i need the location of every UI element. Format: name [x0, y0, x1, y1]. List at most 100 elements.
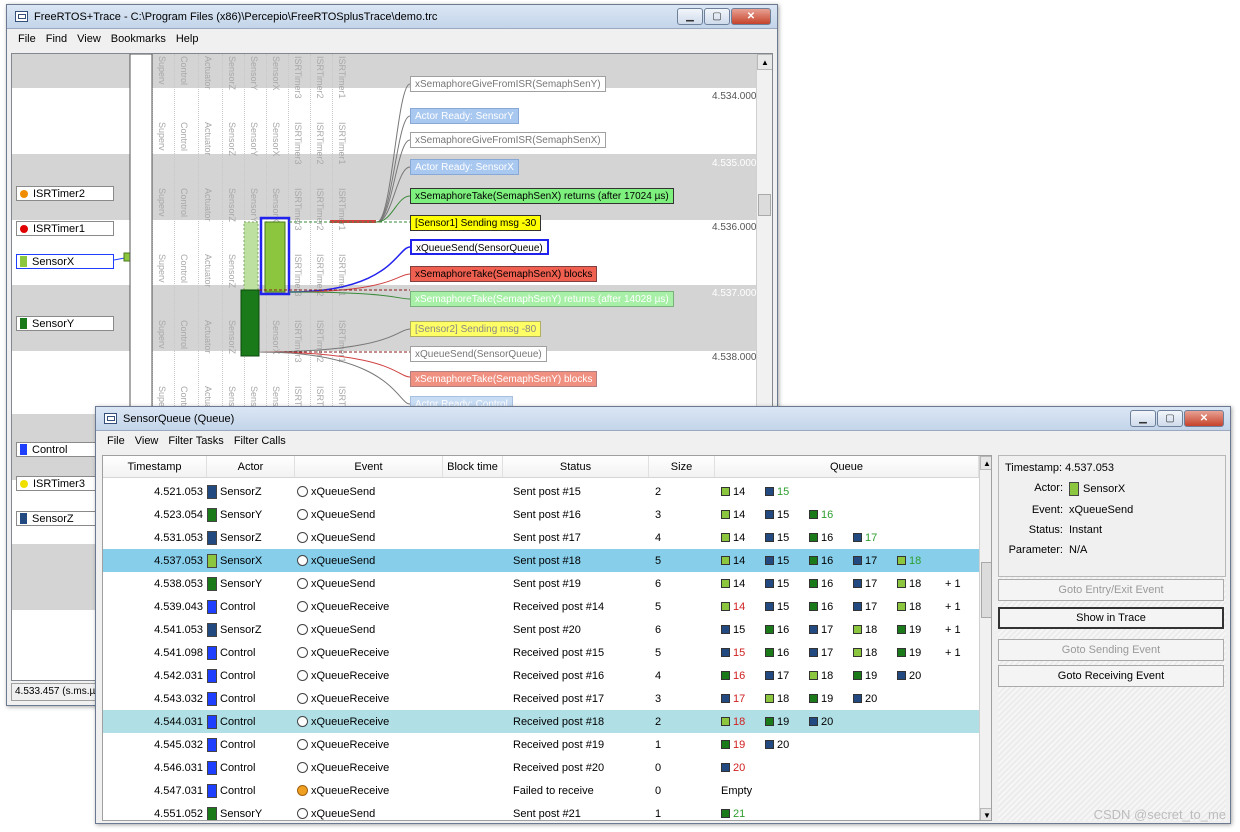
cell-actor: Control [207, 783, 295, 798]
actor-label-isrtimer1[interactable]: ISRTimer1 [16, 221, 114, 236]
goto-sending-event-button[interactable]: Goto Sending Event [998, 639, 1224, 661]
table-row[interactable]: 4.521.053 SensorZ xQueueSend Sent post #15 2… [103, 480, 979, 503]
table-row[interactable]: 4.542.031 Control xQueueReceive Received po… [103, 664, 979, 687]
column-header-event[interactable]: Event [295, 456, 443, 477]
cell-timestamp: 4.537.053 [154, 554, 203, 567]
table-vertical-scrollbar[interactable]: ▲ ▼ [979, 456, 991, 820]
scroll-thumb[interactable] [758, 194, 771, 216]
actor-swatch-icon [207, 576, 217, 591]
cell-actor: Control [207, 668, 295, 683]
lane-name: Superv [157, 122, 167, 151]
table-row[interactable]: 4.551.052 SensorY xQueueSend Sent post #21 1… [103, 802, 979, 820]
scroll-up-icon[interactable]: ▲ [757, 54, 772, 70]
trace-event-label[interactable]: xQueueSend(SensorQueue) [410, 239, 549, 255]
maximize-button[interactable]: ▢ [704, 8, 730, 25]
trace-event-label[interactable]: [Sensor2] Sending msg -80 [410, 321, 542, 337]
queue-titlebar[interactable]: SensorQueue (Queue) ▁ ▢ ✕ [96, 407, 1230, 431]
queue-item-swatch-icon [809, 556, 818, 565]
maximize-button[interactable]: ▢ [1157, 410, 1183, 427]
scroll-thumb[interactable] [981, 562, 991, 618]
queue-item: 18 [765, 693, 809, 705]
menu-filter-tasks[interactable]: Filter Tasks [168, 435, 224, 447]
table-row[interactable]: 4.544.031 Control xQueueReceive Received po… [103, 710, 979, 733]
trace-event-label[interactable]: xSemaphoreGiveFromISR(SemaphSenY) [410, 76, 606, 92]
menu-view[interactable]: View [77, 33, 101, 45]
actor-label-isrtimer2[interactable]: ISRTimer2 [16, 186, 114, 201]
queue-item: 16 [809, 555, 853, 567]
queue-item-number: 15 [733, 623, 746, 636]
column-header-block-time[interactable]: Block time [443, 456, 503, 477]
menu-bookmarks[interactable]: Bookmarks [110, 33, 166, 45]
cell-actor-text: Control [220, 715, 256, 728]
trace-event-label[interactable]: xSemaphoreTake(SemaphSenY) blocks [410, 371, 598, 387]
table-row[interactable]: 4.543.032 Control xQueueReceive Received po… [103, 687, 979, 710]
minimize-button[interactable]: ▁ [1130, 410, 1156, 427]
queue-item-number: 17 [733, 692, 746, 705]
trace-event-label[interactable]: xSemaphoreTake(SemaphSenX) returns (afte… [410, 188, 674, 204]
actor-label-sensorx[interactable]: SensorX [16, 254, 114, 269]
menu-help[interactable]: Help [175, 33, 199, 45]
column-header-timestamp[interactable]: Timestamp [103, 456, 207, 477]
cell-timestamp: 4.539.043 [154, 600, 203, 613]
column-header-actor[interactable]: Actor [207, 456, 295, 477]
minimize-button[interactable]: ▁ [677, 8, 703, 25]
queue-item-number: 15 [777, 485, 790, 498]
actor-label-control[interactable]: Control [16, 442, 114, 457]
show-in-trace-button[interactable]: Show in Trace [998, 607, 1224, 629]
sensorx-ready-bar [243, 221, 259, 295]
trace-event-label[interactable]: Actor Ready: SensorX [410, 159, 519, 175]
table-row[interactable]: 4.541.098 Control xQueueReceive Received po… [103, 641, 979, 664]
table-row[interactable]: 4.539.043 Control xQueueReceive Received po… [103, 595, 979, 618]
table-row[interactable]: 4.531.053 SensorZ xQueueSend Sent post #17 4… [103, 526, 979, 549]
event-circle-icon [297, 785, 308, 796]
menu-file[interactable]: File [18, 33, 36, 45]
table-row[interactable]: 4.538.053 SensorY xQueueSend Sent post #19 6… [103, 572, 979, 595]
lane-name: Actuator [203, 56, 213, 90]
lane-name: SensorZ [227, 56, 237, 91]
menu-file[interactable]: File [107, 435, 125, 447]
trace-event-label[interactable]: Actor Ready: SensorY [410, 108, 519, 124]
actor-label-text: ISRTimer3 [33, 477, 85, 490]
trace-titlebar[interactable]: FreeRTOS+Trace - C:\Program Files (x86)\… [7, 5, 777, 29]
table-row[interactable]: 4.547.031 Control xQueueReceive Failed to r… [103, 779, 979, 802]
queue-item-number: 18 [733, 715, 746, 728]
actor-label-sensorz[interactable]: SensorZ [16, 511, 114, 526]
goto-entry-exit-button[interactable]: Goto Entry/Exit Event [998, 579, 1224, 601]
table-row[interactable]: 4.541.053 SensorZ xQueueSend Sent post #20 6… [103, 618, 979, 641]
queue-item: 15 [765, 509, 809, 521]
trace-event-label[interactable]: [Sensor1] Sending msg -30 [410, 215, 542, 231]
menu-view[interactable]: View [134, 435, 159, 447]
table-row[interactable]: 4.546.031 Control xQueueReceive Received po… [103, 756, 979, 779]
scroll-up-icon[interactable]: ▲ [980, 456, 991, 470]
column-header-queue[interactable]: Queue [715, 456, 979, 477]
actor-label-isrtimer3[interactable]: ISRTimer3 [16, 476, 114, 491]
queue-item: 20 [765, 739, 809, 751]
goto-receiving-event-button[interactable]: Goto Receiving Event [998, 665, 1224, 687]
queue-more-count: + 1 [945, 577, 961, 590]
trace-event-label[interactable]: xSemaphoreGiveFromISR(SemaphSenX) [410, 132, 606, 148]
lane-name: ISRTimer2 [315, 254, 325, 297]
scroll-down-icon[interactable]: ▼ [980, 808, 991, 820]
queue-item-number: 16 [777, 646, 790, 659]
cell-event: xQueueReceive [295, 647, 443, 659]
table-row[interactable]: 4.537.053 SensorX xQueueSend Sent post #18 5… [103, 549, 979, 572]
trace-event-label[interactable]: xQueueSend(SensorQueue) [410, 346, 547, 362]
queue-item: 18 [721, 716, 765, 728]
menu-filter-calls[interactable]: Filter Calls [233, 435, 286, 447]
trace-event-label[interactable]: xSemaphoreTake(SemaphSenY) returns (afte… [410, 291, 674, 307]
queue-item: 20 [853, 693, 897, 705]
actor-label-sensory[interactable]: SensorY [16, 316, 114, 331]
menu-find[interactable]: Find [45, 33, 68, 45]
queue-item-swatch-icon [897, 648, 906, 657]
table-row[interactable]: 4.545.032 Control xQueueReceive Received po… [103, 733, 979, 756]
sensorx-mini-marker [123, 252, 131, 262]
close-button[interactable]: ✕ [731, 8, 771, 25]
cell-event-text: xQueueSend [311, 577, 376, 590]
queue-window: SensorQueue (Queue) ▁ ▢ ✕ File View Filt… [95, 406, 1231, 824]
column-header-size[interactable]: Size [649, 456, 715, 477]
close-button[interactable]: ✕ [1184, 410, 1224, 427]
table-row[interactable]: 4.523.054 SensorY xQueueSend Sent post #16 3… [103, 503, 979, 526]
lane-name: ISRTimer3 [293, 188, 303, 231]
trace-event-label[interactable]: xSemaphoreTake(SemaphSenX) blocks [410, 266, 598, 282]
column-header-status[interactable]: Status [503, 456, 649, 477]
